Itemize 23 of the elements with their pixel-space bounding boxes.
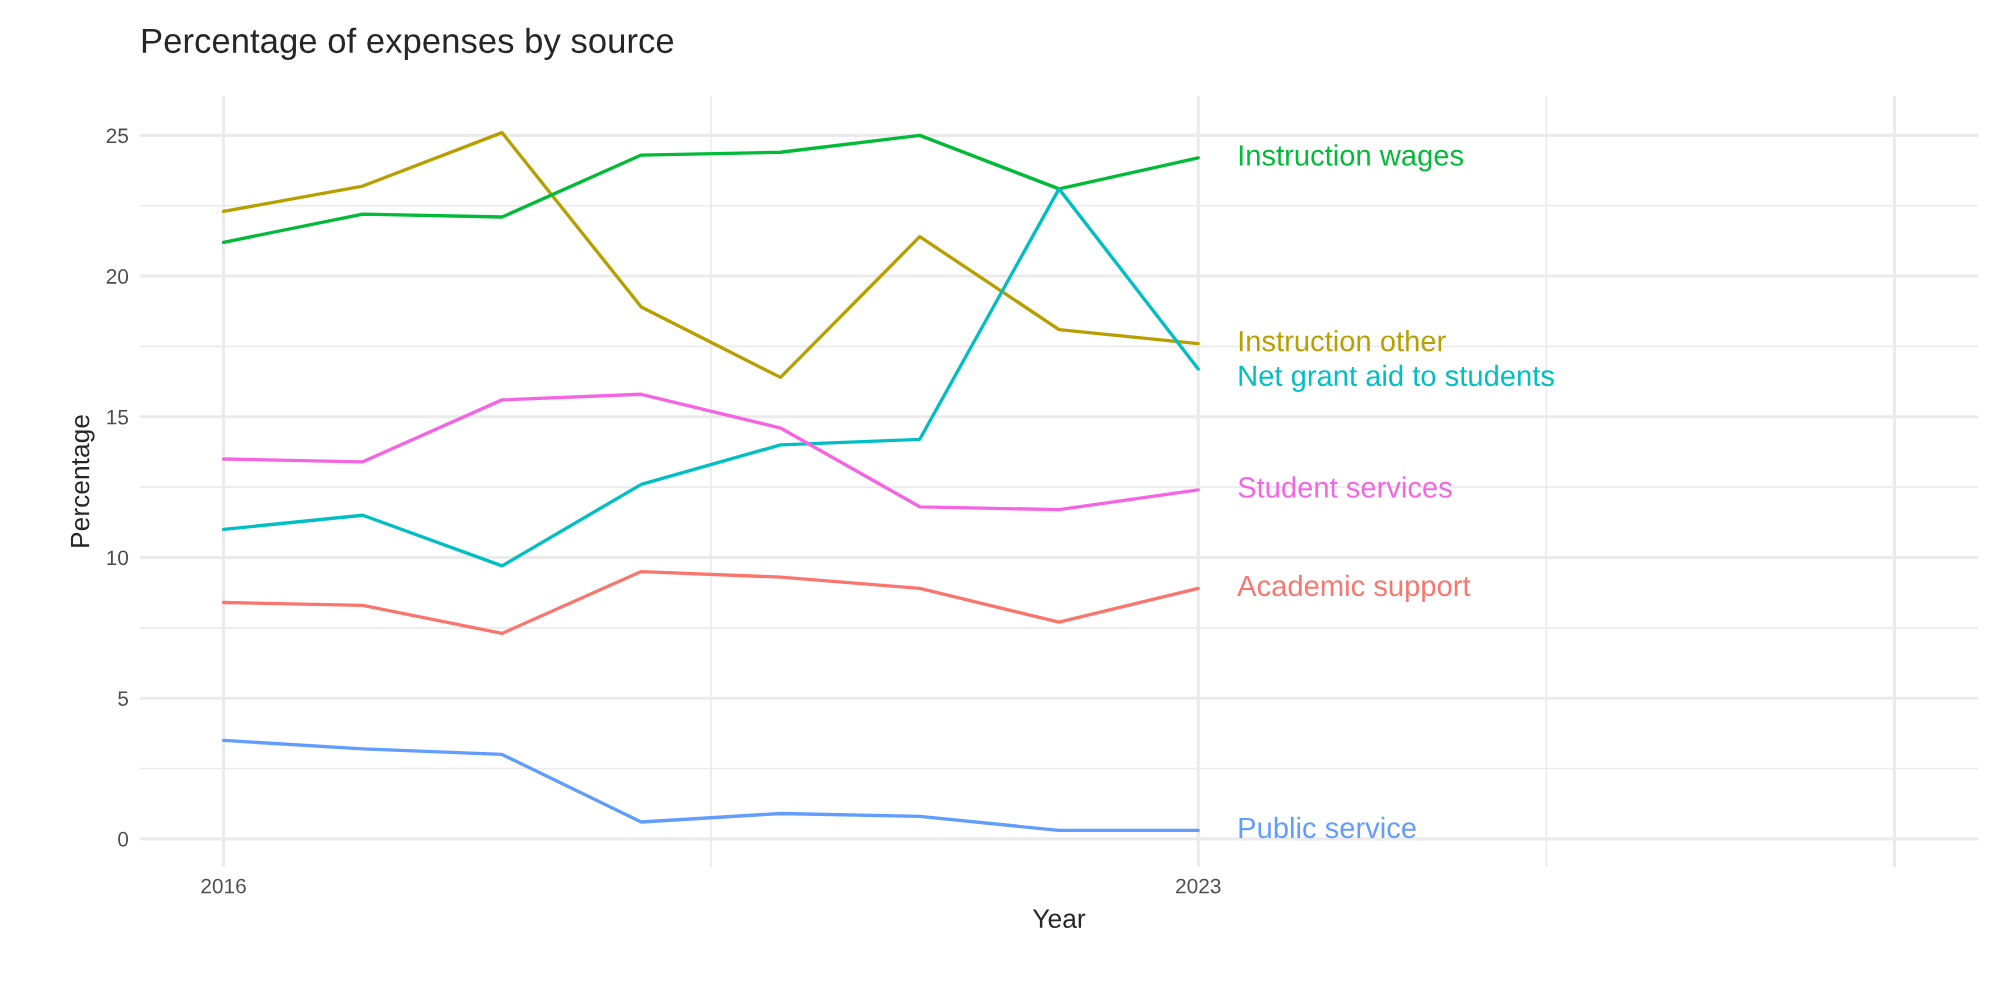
- y-tick-label: 10: [107, 550, 129, 566]
- x-tick-label: 2023: [1176, 878, 1221, 894]
- line-series: [221, 569, 1200, 636]
- series-label: Net grant aid to students: [1239, 364, 1554, 392]
- y-tick-label: 5: [118, 691, 129, 706]
- line-series: [221, 133, 1200, 244]
- series-label: Instruction wages: [1239, 144, 1464, 172]
- series-label: Student services: [1238, 476, 1452, 498]
- x-tick-label: 2016: [201, 878, 246, 894]
- y-tick-label: 15: [107, 410, 129, 425]
- line-series: [221, 130, 1200, 380]
- line-series: [221, 392, 1200, 512]
- series-label: Public service: [1239, 816, 1416, 839]
- line-series: [221, 738, 1200, 833]
- series-label: Academic support: [1237, 574, 1471, 603]
- chart-title: Percentage of expenses by source: [142, 27, 674, 60]
- x-axis-title: Year: [1032, 909, 1086, 929]
- y-axis-title: Percentage: [70, 415, 95, 547]
- y-tick-label: 0: [118, 831, 129, 847]
- line-series: [221, 187, 1200, 568]
- y-tick-label: 25: [106, 128, 129, 144]
- series-label: Instruction other: [1239, 330, 1446, 352]
- y-tick-label: 20: [106, 269, 129, 284]
